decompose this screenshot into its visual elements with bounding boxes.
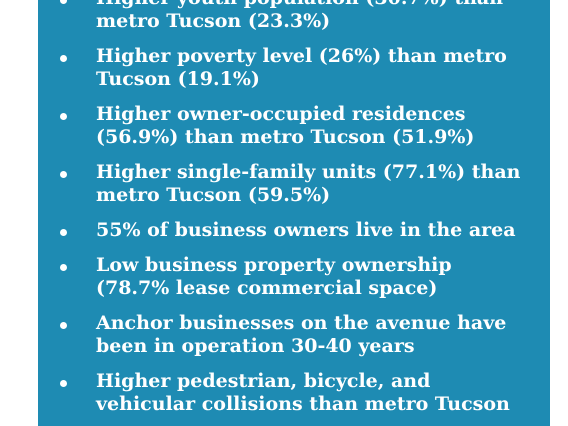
bullet-icon <box>60 0 67 4</box>
item-line: (56.9%) than metro Tucson (51.9%) <box>96 126 475 148</box>
bullet-icon <box>60 55 67 62</box>
list-item: Anchor businesses on the avenue have bee… <box>38 312 550 358</box>
bullet-icon <box>60 171 67 178</box>
bullet-icon <box>60 113 67 120</box>
list-item: Higher owner-occupied residences (56.9%)… <box>38 103 550 149</box>
item-line: Anchor businesses on the avenue have <box>96 312 507 334</box>
item-line: vehicular collisions than metro Tucson <box>96 393 510 415</box>
item-line: metro Tucson (23.3%) <box>96 10 331 32</box>
list-item: 55% of business owners live in the area <box>38 219 550 242</box>
item-line: Higher owner-occupied residences <box>96 103 466 125</box>
bullet-icon <box>60 380 67 387</box>
bullet-icon <box>60 229 67 236</box>
item-line: Higher youth population (30.7%) than <box>96 0 536 10</box>
item-line: Tucson (19.1%) <box>96 68 260 90</box>
item-line: Low business property ownership <box>96 254 452 276</box>
item-line: 55% of business owners live in the area <box>96 219 516 241</box>
bullet-icon <box>60 264 67 271</box>
list-item: Higher pedestrian, bicycle, and vehicula… <box>38 370 550 416</box>
item-line: been in operation 30-40 years <box>96 335 415 357</box>
item-line: metro Tucson (59.5%) <box>96 184 331 206</box>
list-item: Higher poverty level (26%) than metro Tu… <box>38 45 550 91</box>
list-item: Higher single-family units (77.1%) than … <box>38 161 550 207</box>
item-line: Higher poverty level (26%) than metro <box>96 45 507 67</box>
item-line: Higher single-family units (77.1%) than <box>96 161 521 183</box>
list-item: Low business property ownership (78.7% l… <box>38 254 550 300</box>
bullet-icon <box>60 322 67 329</box>
info-panel: Higher youth population (30.7%) than met… <box>38 0 550 426</box>
item-line: Higher pedestrian, bicycle, and <box>96 370 431 392</box>
list-item: Higher youth population (30.7%) than met… <box>38 0 550 33</box>
bullet-list: Higher youth population (30.7%) than met… <box>38 0 550 426</box>
item-line: (78.7% lease commercial space) <box>96 277 438 299</box>
